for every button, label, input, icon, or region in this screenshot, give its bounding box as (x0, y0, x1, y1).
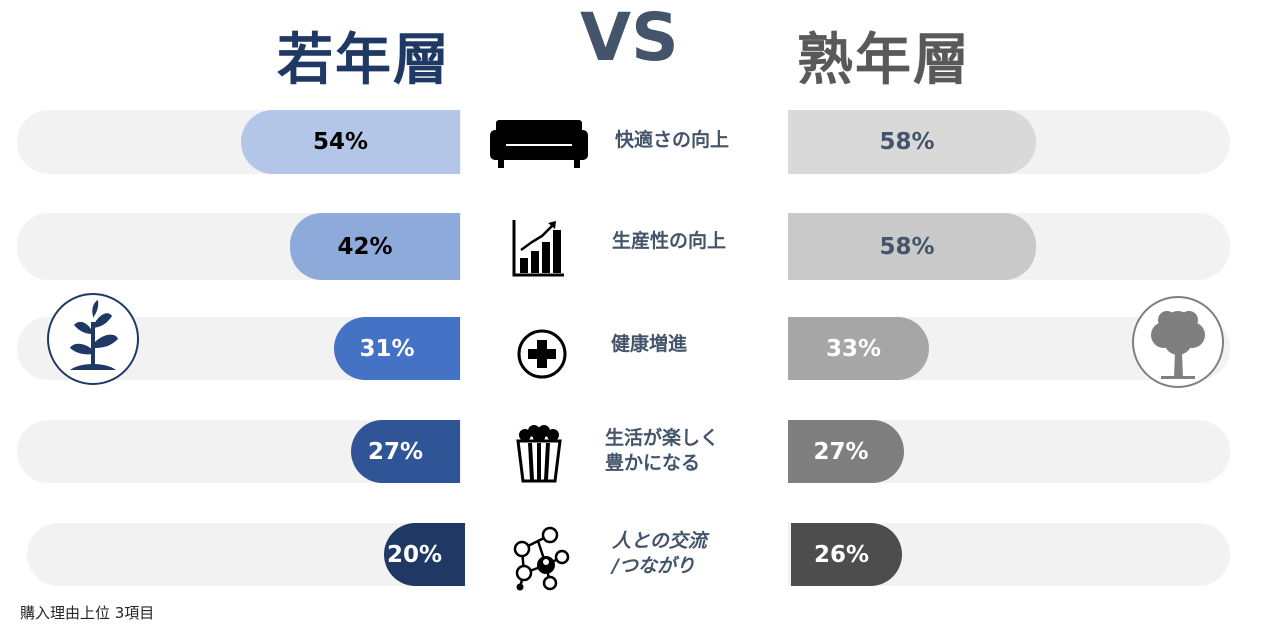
category-label-line: 生産性の向上 (612, 230, 727, 252)
tree-icon (1131, 295, 1225, 389)
senior-value-label: 27% (813, 438, 869, 465)
young-bar-2: 42% (290, 213, 460, 280)
category-label-line: 健康増進 (611, 333, 688, 355)
young-value-label: 20% (386, 541, 443, 568)
young-bar-5: 20% (384, 523, 465, 586)
senior-bar-5: 26% (791, 523, 902, 586)
vs-title: VS (580, 0, 679, 76)
young-bar-1: 54% (241, 110, 460, 174)
category-label-1: 快適さの向上 (615, 128, 729, 153)
category-label-line: 快適さの向上 (615, 129, 730, 151)
category-label-line: /つながり (612, 555, 695, 577)
young-value-label: 42% (337, 233, 393, 260)
sprout-icon (46, 292, 140, 386)
category-label-line: 生活が楽しく (605, 427, 720, 449)
popcorn-icon (515, 425, 563, 487)
senior-group-title: 熟年層 (797, 28, 971, 93)
senior-bar-4: 27% (788, 420, 904, 483)
senior-bar-3: 33% (788, 317, 929, 380)
category-label-line: 豊かになる (605, 452, 701, 474)
senior-bar-2: 58% (788, 213, 1036, 280)
network-people-icon (510, 525, 572, 595)
senior-bar-1: 58% (788, 110, 1036, 174)
footnote: 購入理由上位 3項目 (20, 604, 155, 622)
young-value-label: 27% (367, 438, 424, 465)
center-band (461, 100, 788, 600)
category-label-5: 人との交流/つながり (612, 529, 707, 579)
young-value-label: 31% (359, 335, 415, 362)
senior-value-label: 58% (879, 129, 935, 155)
medical-cross-icon (516, 323, 568, 385)
senior-value-label: 58% (879, 233, 935, 260)
young-value-label: 54% (312, 129, 369, 155)
category-label-4: 生活が楽しく 豊かになる (605, 426, 719, 476)
sofa-icon (490, 118, 588, 174)
category-label-2: 生産性の向上 (612, 229, 726, 254)
senior-value-label: 33% (825, 335, 882, 362)
category-label-3: 健康増進 (611, 332, 687, 357)
bar-chart-icon (512, 218, 566, 282)
young-group-title: 若年層 (277, 28, 451, 93)
senior-value-label: 26% (813, 541, 870, 568)
young-bar-4: 27% (351, 420, 460, 483)
young-bar-3: 31% (334, 317, 460, 380)
category-label-line: 人との交流 (612, 530, 707, 552)
